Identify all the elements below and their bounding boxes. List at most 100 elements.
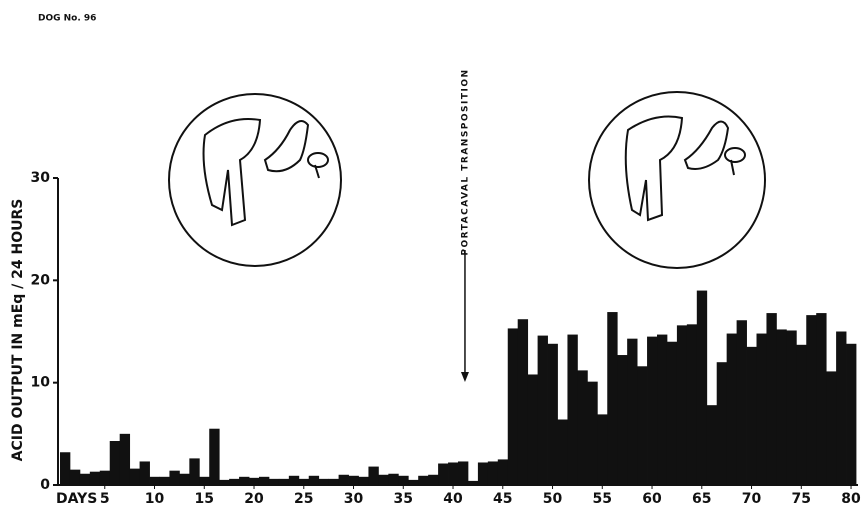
bar xyxy=(667,342,677,485)
chart-title: DOG No. 96 xyxy=(38,14,96,24)
bar xyxy=(836,332,846,486)
bar xyxy=(100,471,110,485)
illustration-right xyxy=(589,92,765,268)
bar xyxy=(468,481,478,485)
x-tick-label: 35 xyxy=(394,491,413,507)
bar xyxy=(766,313,776,485)
bar xyxy=(538,336,548,485)
bar xyxy=(776,329,786,485)
bar xyxy=(786,330,796,485)
x-tick-label: 25 xyxy=(294,491,313,507)
bar xyxy=(687,324,697,485)
bar xyxy=(110,441,120,485)
bar xyxy=(657,335,667,485)
bar xyxy=(627,339,637,485)
bar xyxy=(189,458,199,485)
bar xyxy=(418,476,428,485)
bar xyxy=(70,470,80,485)
bar xyxy=(548,344,558,485)
bar xyxy=(169,471,179,485)
bar xyxy=(478,462,488,485)
y-tick-label: 0 xyxy=(40,477,50,493)
bar xyxy=(329,479,339,485)
x-tick-label: 60 xyxy=(642,491,662,507)
bar xyxy=(219,480,229,485)
bar xyxy=(677,325,687,485)
bar xyxy=(587,382,597,485)
bar xyxy=(528,374,538,485)
x-axis-label: DAYS xyxy=(56,491,97,507)
bar xyxy=(299,479,309,485)
bar xyxy=(259,477,269,485)
bar xyxy=(498,459,508,485)
bar xyxy=(358,477,368,485)
bar xyxy=(617,355,627,485)
x-tick-label: 55 xyxy=(593,491,612,507)
x-tick-label: 10 xyxy=(145,491,165,507)
bar xyxy=(269,479,279,485)
illustration-left xyxy=(169,94,341,266)
bar xyxy=(408,480,418,485)
bar xyxy=(349,476,359,485)
bar xyxy=(637,366,647,485)
y-tick-label: 30 xyxy=(31,170,51,186)
bar xyxy=(727,334,737,485)
x-tick-label: 40 xyxy=(443,491,463,507)
bar xyxy=(846,344,856,485)
bar xyxy=(229,479,239,485)
bar xyxy=(607,312,617,485)
annotation-text: PORTACAVAL TRANSPOSITION xyxy=(460,68,470,255)
bar xyxy=(707,405,717,485)
x-tick-label: 20 xyxy=(244,491,264,507)
bar xyxy=(717,362,727,485)
y-tick-label: 10 xyxy=(31,375,51,391)
x-tick-label: 75 xyxy=(792,491,811,507)
bar xyxy=(388,474,398,485)
chart: DOG No. 96 ACID OUTPUT IN mEq / 24 HOURS… xyxy=(0,0,866,508)
x-tick-label: 80 xyxy=(841,491,861,507)
bar xyxy=(518,319,528,485)
bar xyxy=(577,370,587,485)
bar xyxy=(289,476,299,485)
bar xyxy=(647,337,657,485)
bar xyxy=(796,345,806,485)
bar xyxy=(816,313,826,485)
bar xyxy=(80,474,90,485)
bar xyxy=(398,476,408,485)
bar xyxy=(488,461,498,485)
bar xyxy=(428,475,438,485)
x-tick-label: 50 xyxy=(543,491,563,507)
bar xyxy=(458,461,468,485)
bar xyxy=(508,328,518,485)
bar xyxy=(438,464,448,485)
bar xyxy=(249,478,259,485)
bar xyxy=(567,335,577,485)
x-tick-label: 70 xyxy=(742,491,762,507)
bar xyxy=(90,472,100,485)
bar xyxy=(309,476,319,485)
x-tick-label: 15 xyxy=(195,491,214,507)
bar xyxy=(209,429,219,485)
bar xyxy=(130,469,140,485)
x-tick-label: 45 xyxy=(493,491,512,507)
bar xyxy=(757,334,767,485)
y-tick-label: 20 xyxy=(31,272,51,288)
x-tick-label: 30 xyxy=(344,491,364,507)
bar xyxy=(239,477,249,485)
x-tick-label: 5 xyxy=(100,491,110,507)
bar xyxy=(150,477,160,485)
bar xyxy=(806,315,816,485)
bar xyxy=(826,371,836,485)
bar xyxy=(339,475,349,485)
annotation-arrowhead xyxy=(461,372,469,382)
bar xyxy=(199,477,209,485)
x-tick-label: 65 xyxy=(692,491,711,507)
bar xyxy=(737,320,747,485)
bar xyxy=(378,475,388,485)
bar xyxy=(120,434,130,485)
bar xyxy=(747,347,757,485)
y-axis-label: ACID OUTPUT IN mEq / 24 HOURS xyxy=(10,199,26,462)
bar xyxy=(597,414,607,485)
bar xyxy=(697,291,707,485)
bar xyxy=(368,467,378,485)
